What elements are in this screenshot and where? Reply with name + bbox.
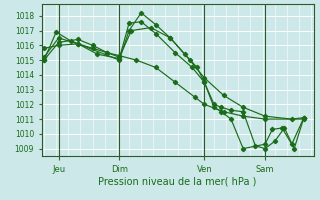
X-axis label: Pression niveau de la mer( hPa ): Pression niveau de la mer( hPa ) (99, 177, 257, 187)
